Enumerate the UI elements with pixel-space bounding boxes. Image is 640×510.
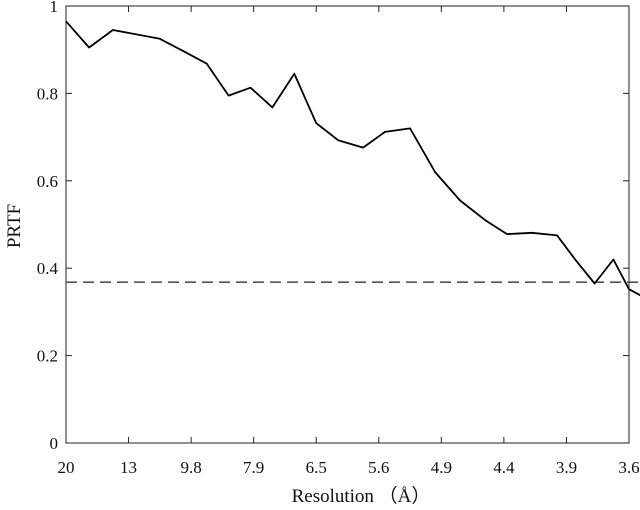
x-tick-labels: 20 13 9.8 7.9 6.5 5.6 4.9 4.4 3.9 3.6 bbox=[58, 458, 640, 477]
y-axis-title: PRTF bbox=[4, 204, 25, 248]
y-tick-label: 0 bbox=[50, 434, 59, 453]
x-tick-label: 3.9 bbox=[556, 458, 577, 477]
y-tick-label: 0.8 bbox=[37, 84, 58, 103]
y-tick-label: 1 bbox=[50, 0, 59, 16]
x-tick-label: 4.4 bbox=[493, 458, 515, 477]
y-tick-label: 0.6 bbox=[37, 172, 58, 191]
x-tick-label: 13 bbox=[120, 458, 137, 477]
x-tick-label: 7.9 bbox=[243, 458, 264, 477]
plot-frame bbox=[65, 5, 630, 444]
tick-marks bbox=[65, 5, 630, 444]
y-tick-label: 0.2 bbox=[37, 347, 58, 366]
y-tick-label: 0.4 bbox=[37, 259, 59, 278]
x-tick-label: 5.6 bbox=[368, 458, 389, 477]
x-tick-label: 6.5 bbox=[306, 458, 327, 477]
prtf-series-line bbox=[65, 20, 640, 297]
x-tick-label: 20 bbox=[58, 458, 75, 477]
y-tick-labels: 0 0.2 0.4 0.6 0.8 1 bbox=[37, 0, 59, 453]
x-axis-title: Resolution （Å） bbox=[292, 485, 431, 507]
x-tick-label: 9.8 bbox=[180, 458, 201, 477]
x-tick-label: 3.6 bbox=[618, 458, 639, 477]
x-tick-label: 4.9 bbox=[431, 458, 452, 477]
